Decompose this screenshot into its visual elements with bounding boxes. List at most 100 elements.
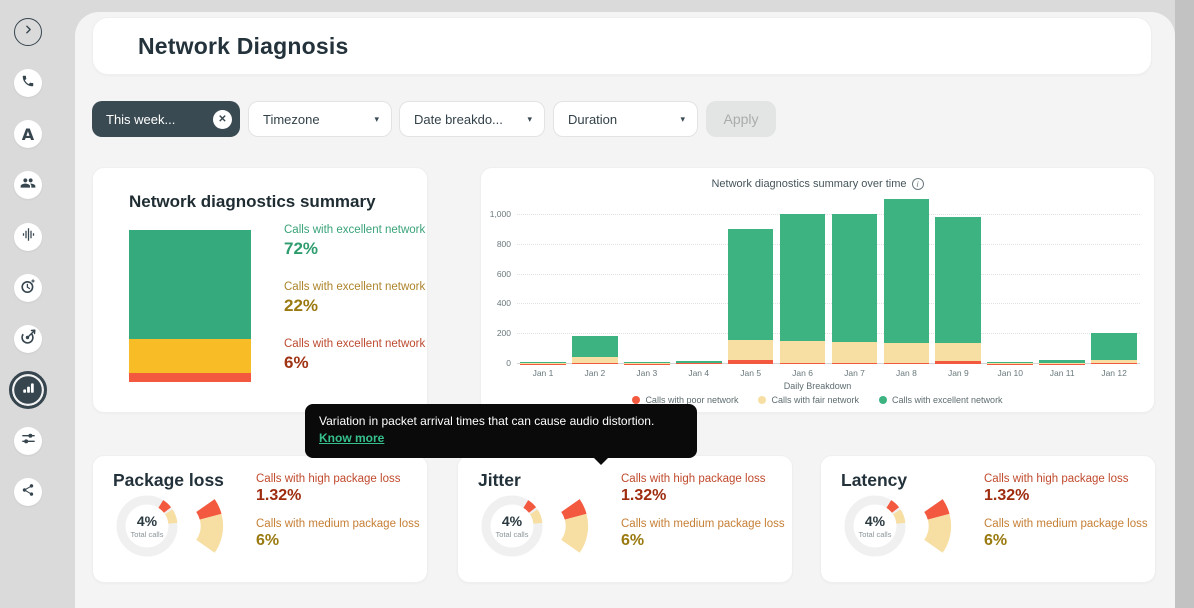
know-more-link[interactable]: Know more: [319, 431, 385, 446]
summary-stat: Calls with excellent network 6%: [284, 338, 425, 373]
x-axis-tick: Jan 1: [532, 368, 554, 378]
bar-jan-6: [777, 199, 829, 364]
exploded-slice: [196, 499, 224, 553]
stat-label: Calls with high package loss: [621, 473, 766, 485]
sidebar-item-preferences[interactable]: [14, 427, 42, 455]
stat-value: 72%: [284, 239, 319, 258]
chart-legend: Calls with poor network Calls with fair n…: [481, 395, 1154, 405]
bar-jan-3: [621, 199, 673, 364]
y-axis-tick: 1,000: [489, 209, 511, 219]
metric-stats: Calls with high package loss 1.32% Calls…: [621, 473, 785, 550]
bar-chart-icon: [21, 380, 36, 400]
bar-jan-12: [1088, 199, 1140, 364]
chevron-down-icon: ▾: [527, 113, 532, 124]
bar-jan-2: [569, 199, 621, 364]
stat-value: 6%: [621, 532, 645, 549]
donut-total-label: Total calls: [495, 530, 529, 539]
chevron-right-icon: [22, 23, 35, 41]
legend-label: Calls with excellent network: [892, 395, 1003, 405]
metric-card-package-loss: Package loss 4% Total calls Calls with h…: [92, 455, 428, 583]
sidebar-item-analytics-active[interactable]: [9, 371, 47, 409]
legend-item[interactable]: Calls with fair network: [758, 395, 859, 405]
bar-segment: [831, 341, 878, 363]
x-axis-tick: Jan 5: [740, 368, 762, 378]
stat-label: Calls with medium package loss: [984, 518, 1148, 530]
sidebar-item-goals[interactable]: [14, 325, 42, 353]
duration-dropdown[interactable]: Duration ▾: [553, 101, 698, 137]
page-header: Network Diagnosis: [92, 17, 1152, 75]
bars-row: [517, 198, 1140, 364]
chart-x-axis-title: Daily Breakdown: [783, 381, 852, 391]
gridline: [517, 273, 1140, 275]
bar-segment: [831, 362, 878, 364]
sliders-icon: [21, 431, 36, 451]
bar-jan-5: [725, 199, 777, 364]
bar-segment: [675, 362, 722, 364]
bar-segment: [883, 362, 930, 364]
bar-segment: [1039, 362, 1086, 364]
logo-a-icon: A: [21, 124, 35, 144]
gridline: [517, 333, 1140, 335]
bar-segment: [1091, 363, 1137, 364]
sidebar-item-integrations[interactable]: [14, 478, 42, 506]
summary-bar-segment: [129, 230, 251, 340]
stat-value: 1.32%: [984, 487, 1030, 504]
sidebar-item-history-ai[interactable]: [14, 274, 42, 302]
bar-segment: [572, 362, 618, 364]
donut-total-value: 4%: [136, 513, 158, 529]
stat-label: Calls with medium package loss: [256, 518, 420, 530]
timezone-dropdown[interactable]: Timezone ▾: [248, 101, 392, 137]
bar-segment: [727, 360, 774, 364]
bar-segment: [935, 217, 982, 344]
filter-chip-this-week[interactable]: This week... ✕: [92, 101, 240, 137]
y-axis-tick: 400: [496, 298, 511, 309]
x-axis-tick: Jan 10: [997, 368, 1024, 378]
share-network-icon: [21, 483, 35, 502]
bar-segment: [727, 229, 774, 341]
x-axis-tick: Jan 9: [947, 368, 969, 378]
x-axis-tick: Jan 6: [792, 368, 813, 378]
y-axis-tick: 600: [496, 268, 511, 279]
bar-segment: [623, 362, 670, 364]
gridline: [517, 214, 1140, 215]
bar-segment: [1091, 360, 1137, 364]
bar-segment: [727, 340, 774, 361]
bar-segment: [883, 343, 930, 363]
summary-stat: Calls with excellent network 22%: [284, 281, 425, 316]
bar-segment: [987, 362, 1034, 364]
sidebar-item-home[interactable]: A: [14, 120, 42, 148]
phone-icon: [21, 74, 35, 93]
sidebar-item-team[interactable]: [14, 171, 42, 199]
chart-title-text: Network diagnostics summary over time: [711, 178, 907, 190]
sidebar-item-calls[interactable]: [14, 69, 42, 97]
stat-label: Calls with medium package loss: [621, 518, 785, 530]
stat-label: Calls with high package loss: [984, 473, 1129, 485]
chevron-down-icon: ▾: [374, 113, 379, 124]
page-title: Network Diagnosis: [138, 32, 349, 59]
legend-item[interactable]: Calls with poor network: [632, 395, 738, 405]
close-icon[interactable]: ✕: [213, 109, 232, 129]
target-arrow-icon: [20, 329, 36, 350]
bar-segment: [831, 213, 878, 342]
summary-stacked-bar: [129, 230, 251, 382]
tooltip-text: Variation in packet arrival times that c…: [319, 414, 655, 428]
legend-label: Calls with fair network: [771, 395, 860, 405]
y-axis-tick: 800: [496, 238, 511, 249]
bar-segment: [572, 335, 618, 357]
stat-value: 22%: [284, 296, 319, 315]
x-axis-tick: Jan 2: [584, 368, 606, 378]
stat-label: Calls with high package loss: [256, 473, 401, 485]
chart-x-axis-labels: Jan 1 Jan 2 Jan 3 Jan 4 Jan 5 Jan 6 Jan 7 Jan 8…: [517, 368, 1140, 378]
expand-sidebar-button[interactable]: [14, 18, 42, 46]
apply-button[interactable]: Apply: [706, 101, 776, 137]
x-axis-tick: Jan 7: [844, 368, 865, 378]
legend-label: Calls with poor network: [645, 395, 739, 405]
sidebar-item-recordings[interactable]: [14, 223, 42, 251]
metric-card-jitter: Jitter 4% Total calls Calls with high pa…: [457, 455, 793, 583]
chart-title: Network diagnostics summary over time i: [481, 178, 1154, 190]
date-breakdown-dropdown[interactable]: Date breakdo... ▾: [399, 101, 545, 137]
info-icon[interactable]: i: [911, 178, 924, 190]
bar-segment: [883, 198, 930, 344]
donut-chart: 4% Total calls: [115, 494, 179, 558]
legend-item[interactable]: Calls with excellent network: [879, 395, 1003, 405]
